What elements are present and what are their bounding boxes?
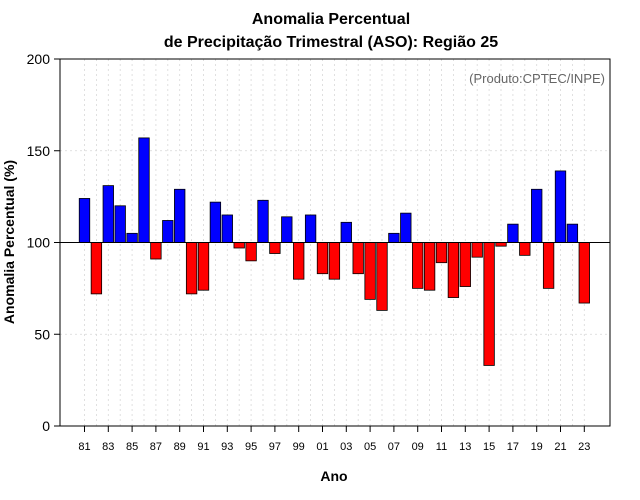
- x-tick-label: 87: [150, 441, 162, 453]
- bar-2003: [340, 221, 352, 243]
- y-tick-label: 150: [27, 143, 51, 159]
- bar-2019: [531, 188, 543, 243]
- x-tick-label: 03: [340, 441, 352, 453]
- x-tick-label: 89: [174, 441, 186, 453]
- bar-2007: [388, 232, 400, 243]
- bar-2017: [507, 223, 519, 243]
- x-tick-label: 13: [459, 441, 471, 453]
- x-tick-label: 17: [507, 441, 519, 453]
- chart-title-line2: de Precipitação Trimestral (ASO): Região…: [164, 34, 498, 51]
- bar-2002: [328, 242, 341, 280]
- bar-2021: [554, 170, 567, 243]
- y-tick-label: 200: [27, 51, 51, 67]
- x-tick-label: 11: [436, 441, 447, 453]
- bar-2010: [423, 242, 436, 291]
- x-tick-label: 19: [531, 441, 543, 453]
- y-tick-label: 100: [27, 235, 51, 251]
- bar-1986: [138, 137, 150, 243]
- bar-1991: [197, 242, 210, 291]
- bar-1998: [281, 216, 293, 243]
- bar-1999: [293, 242, 305, 280]
- bar-1995: [245, 242, 257, 262]
- bar-2013: [459, 242, 471, 287]
- x-tick-label: 01: [316, 441, 328, 453]
- bar-2018: [519, 242, 531, 256]
- bar-1989: [174, 188, 186, 243]
- x-axis: 81 83 85 87 89 91 93 95 97 99 01 03 05 07 09 11 13 15 17 19…: [78, 426, 590, 453]
- bar-1988: [162, 220, 174, 243]
- x-axis-label: Ano: [320, 468, 347, 484]
- bar-1985: [126, 232, 138, 243]
- bar-1992: [209, 201, 222, 243]
- bar-2012: [447, 242, 460, 298]
- bar-2008: [400, 212, 412, 243]
- bar-1993: [221, 214, 233, 243]
- bar-1981: [78, 198, 91, 243]
- bars-group: [78, 137, 590, 366]
- bar-1997: [269, 242, 281, 254]
- bar-2000: [304, 214, 317, 243]
- bar-2015: [483, 242, 495, 366]
- x-tick-label: 91: [197, 441, 209, 453]
- bar-2005: [364, 242, 376, 300]
- bar-2022: [566, 223, 579, 243]
- x-tick-label: 07: [388, 441, 400, 453]
- x-tick-label: 85: [126, 441, 138, 453]
- source-label: (Produto:CPTEC/INPE): [469, 71, 605, 86]
- bar-2009: [412, 242, 424, 289]
- x-tick-label: 81: [78, 441, 90, 453]
- x-tick-label: 95: [245, 441, 257, 453]
- bar-2014: [471, 242, 483, 258]
- x-tick-label: 83: [102, 441, 114, 453]
- x-tick-label: 15: [483, 441, 495, 453]
- bar-2023: [578, 242, 590, 304]
- y-tick-label: 50: [34, 326, 50, 342]
- x-tick-label: 99: [293, 441, 305, 453]
- bar-2006: [376, 242, 388, 311]
- bar-2001: [316, 242, 329, 275]
- x-tick-label: 93: [221, 441, 233, 453]
- bar-2011: [435, 242, 448, 264]
- bar-1994: [233, 242, 245, 249]
- bar-2004: [352, 242, 364, 275]
- bar-1982: [90, 242, 103, 295]
- x-tick-label: 97: [269, 441, 281, 453]
- chart-title-line1: Anomalia Percentual: [252, 11, 410, 28]
- y-axis: 0 50 100 150 200: [27, 51, 60, 434]
- bar-1990: [185, 242, 198, 295]
- x-tick-label: 09: [412, 441, 424, 453]
- y-axis-label: Anomalia Percentual (%): [1, 160, 17, 324]
- x-tick-label: 21: [554, 441, 566, 453]
- bar-1996: [257, 199, 269, 243]
- bar-2016: [495, 242, 507, 247]
- y-tick-label: 0: [42, 418, 50, 434]
- x-tick-label: 05: [364, 441, 376, 453]
- bar-2020: [542, 242, 555, 289]
- bar-1984: [114, 205, 126, 243]
- x-tick-label: 23: [578, 441, 590, 453]
- bar-1987: [150, 242, 162, 260]
- bar-1983: [102, 185, 114, 243]
